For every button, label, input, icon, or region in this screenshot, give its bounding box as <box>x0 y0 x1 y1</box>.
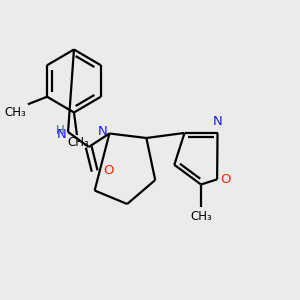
Text: H: H <box>56 124 65 137</box>
Text: O: O <box>220 173 231 186</box>
Text: N: N <box>98 124 108 138</box>
Text: CH₃: CH₃ <box>190 210 212 223</box>
Text: N: N <box>213 115 222 128</box>
Text: O: O <box>103 164 113 178</box>
Text: CH₃: CH₃ <box>68 136 89 149</box>
Text: N: N <box>57 128 67 142</box>
Text: CH₃: CH₃ <box>5 106 26 119</box>
